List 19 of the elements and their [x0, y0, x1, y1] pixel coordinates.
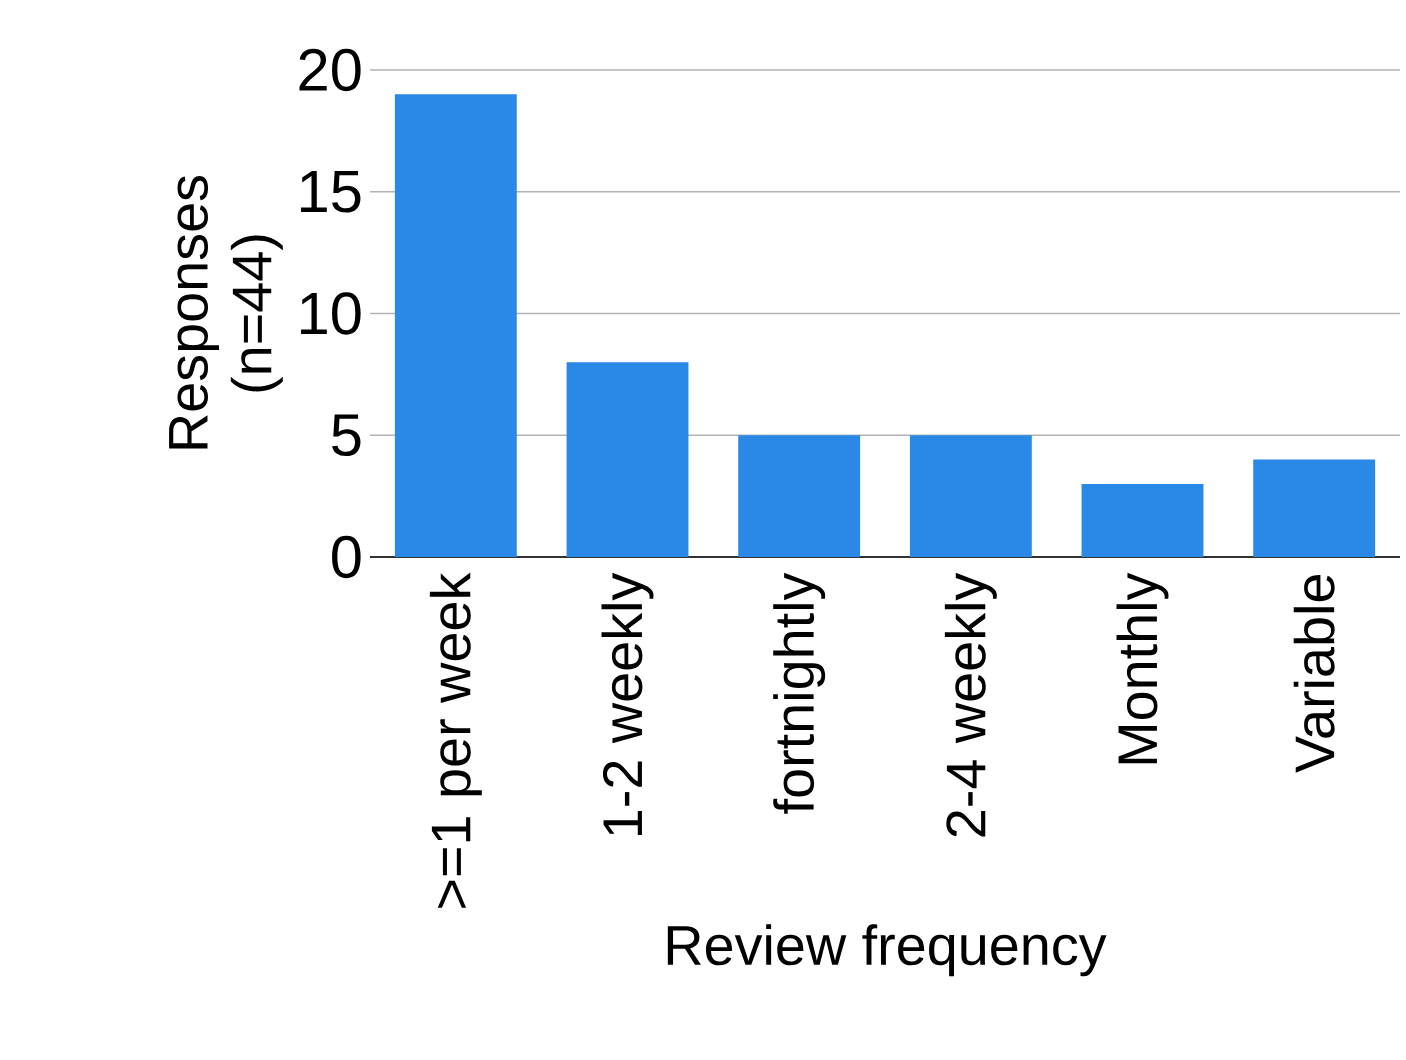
y-tick-label: 10 [301, 292, 361, 335]
bar [1081, 483, 1204, 557]
bar [394, 94, 517, 557]
y-tick-label: 5 [332, 414, 361, 457]
bar [909, 435, 1032, 557]
x-tick-label: fortnightly [773, 572, 826, 814]
bar [566, 362, 689, 557]
y-tick-label: 15 [301, 170, 361, 213]
bar [738, 435, 861, 557]
x-axis-title: Review frequency [667, 924, 1107, 977]
x-tick-label: Variable [1293, 575, 1335, 773]
y-tick-label: 20 [299, 48, 361, 92]
x-tick-label: >=1 per week [429, 572, 482, 908]
y-axis-title: Responses (n=44) [169, 176, 283, 449]
y-tick-label: 0 [332, 535, 361, 579]
bar [1253, 459, 1376, 557]
x-tick-label: 2-4 weekly [944, 572, 997, 837]
x-tick-label: 1-2 weekly [601, 572, 654, 835]
x-tick-label: Monthly [1116, 572, 1169, 764]
